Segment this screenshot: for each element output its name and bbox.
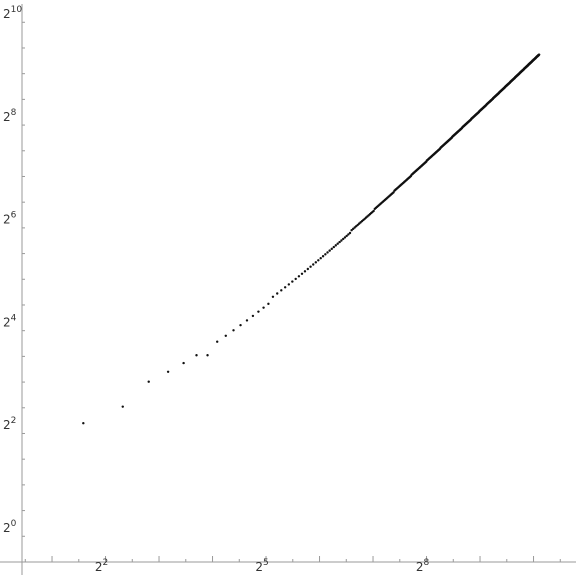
y-tick-label: 20: [3, 519, 17, 535]
black-point: [276, 292, 279, 295]
black-point: [321, 255, 325, 258]
black-point: [319, 257, 322, 260]
black-point: [332, 245, 335, 249]
y-tick-label: 22: [3, 416, 16, 432]
black-point: [330, 247, 333, 251]
x-tick-label: 25: [255, 558, 268, 574]
black-point: [182, 361, 185, 365]
black-point: [338, 240, 341, 244]
black-point: [287, 283, 291, 286]
black-point: [348, 231, 352, 235]
y-tick-label: 210: [3, 5, 22, 21]
black-point: [324, 253, 327, 256]
black-point: [257, 310, 260, 313]
black-point: [345, 234, 348, 238]
black-point: [267, 302, 270, 306]
black-point: [312, 263, 315, 266]
black-point: [317, 259, 320, 262]
x-tick-label: 28: [416, 558, 430, 574]
black-point: [239, 323, 242, 327]
black-point: [342, 237, 345, 241]
black-point: [303, 270, 307, 273]
black-point: [334, 244, 337, 247]
black-point: [262, 306, 265, 309]
black-point: [350, 228, 353, 232]
black-point: [326, 251, 329, 254]
black-point: [224, 334, 227, 337]
y-tick-label: 28: [3, 108, 17, 124]
black-point: [336, 242, 339, 245]
black-point: [195, 354, 198, 357]
black-point: [306, 267, 310, 271]
black-point: [300, 272, 304, 275]
black-point: [245, 319, 249, 322]
black-point: [121, 405, 124, 408]
black-point: [251, 314, 255, 318]
black-point: [283, 286, 287, 289]
y-tick-label: 26: [3, 211, 17, 227]
black-point: [280, 289, 283, 292]
y-tick-label: 24: [3, 313, 17, 329]
black-point: [328, 249, 331, 252]
black-point: [206, 354, 209, 357]
black-point: [294, 277, 297, 281]
black-point: [232, 329, 235, 332]
black-point: [166, 370, 170, 373]
black-point: [340, 239, 343, 242]
black-point: [216, 340, 219, 343]
black-point: [291, 280, 294, 283]
black-point: [314, 261, 318, 264]
black-point: [309, 265, 312, 268]
black-point: [147, 380, 150, 383]
black-point: [372, 209, 375, 213]
black-point: [271, 295, 275, 298]
black-point: [537, 53, 541, 56]
black-point: [82, 422, 85, 425]
black-point: [297, 275, 301, 278]
black-point: [347, 233, 350, 236]
black-point: [343, 236, 347, 239]
x-tick-label: 22: [95, 558, 108, 574]
